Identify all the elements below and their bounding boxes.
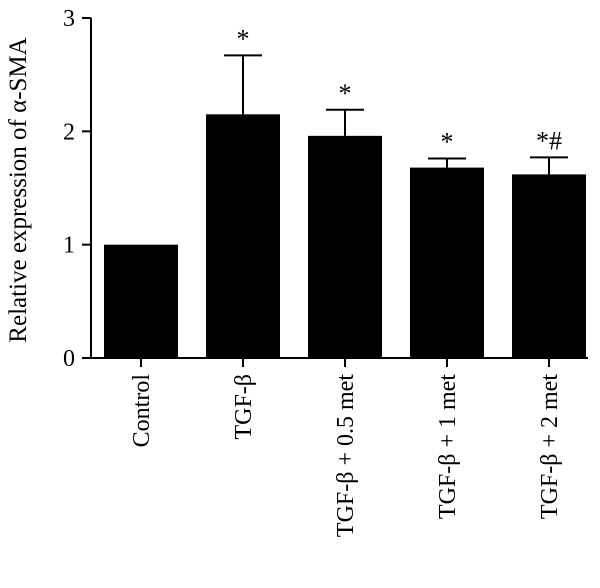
y-axis-label: Relative expression of α-SMA [5, 37, 32, 342]
bar [206, 114, 280, 358]
significance-marker: *# [536, 126, 562, 155]
error-bars [224, 54, 568, 175]
significance-marker: * [339, 79, 352, 108]
significance-marker: * [441, 128, 454, 157]
x-tick-label: TGF-β + 0.5 met [333, 374, 359, 537]
y-tick-label: 3 [63, 6, 75, 32]
y-axis: 0 1 2 3 [63, 6, 92, 372]
bar [512, 174, 586, 358]
significance-marker: * [237, 24, 250, 53]
bar [410, 167, 484, 358]
bar [104, 244, 178, 358]
category-labels: Control TGF-β TGF-β + 0.5 met TGF-β + 1 met… [129, 374, 563, 537]
y-tick-label: 2 [63, 119, 75, 145]
bar [308, 135, 382, 358]
y-tick-label: 0 [63, 346, 75, 372]
y-tick-label: 1 [63, 233, 75, 259]
significance-markers: * * * *# [237, 24, 563, 156]
x-tick-label: TGF-β + 2 met [537, 374, 563, 519]
x-tick-label: TGF-β [231, 374, 257, 440]
x-tick-label: TGF-β + 1 met [435, 374, 461, 519]
x-tick-label: Control [129, 374, 155, 448]
x-axis [91, 357, 588, 367]
bars [104, 114, 586, 358]
